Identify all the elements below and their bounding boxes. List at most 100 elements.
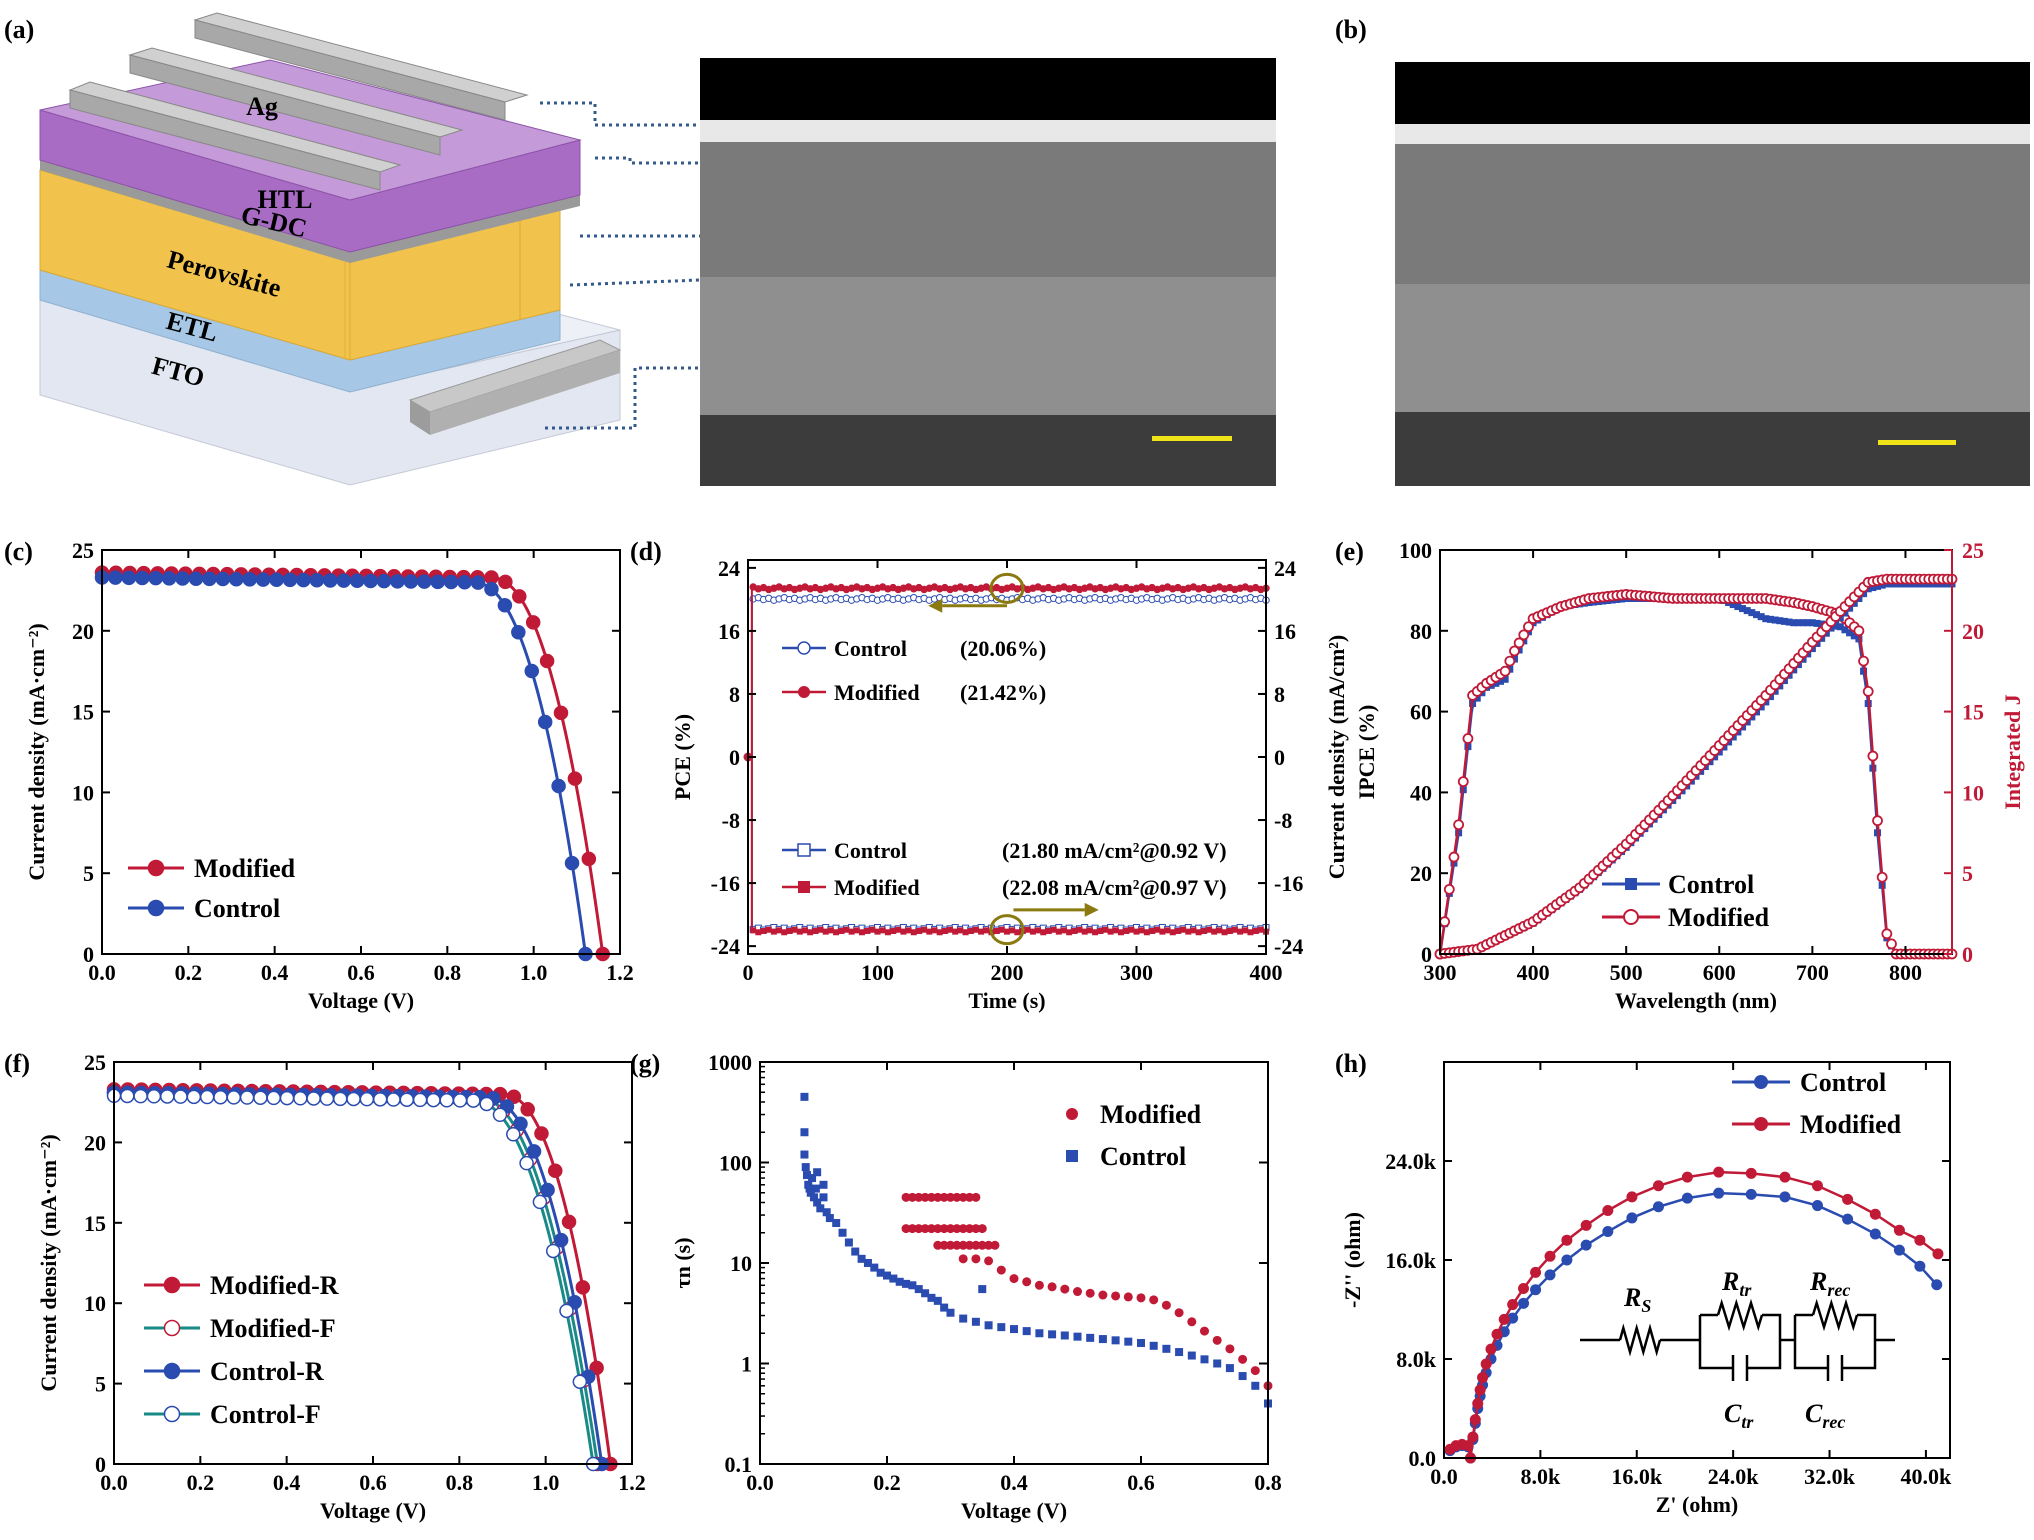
data-point-Modified J <box>921 926 928 933</box>
data-point-Modified J <box>1014 929 1021 936</box>
data-point-Modified J <box>807 929 814 936</box>
legend-label: Modified <box>194 854 296 883</box>
data-point-ipce-control <box>1771 616 1779 624</box>
series-line-Control <box>1449 1191 1938 1459</box>
data-point-ipce-modified <box>1457 776 1469 788</box>
arrow-head-left <box>928 598 943 613</box>
data-point-Modified <box>1060 1284 1070 1294</box>
data-point-ipce-control <box>1739 605 1747 613</box>
y-tick-label: 0 <box>1421 942 1432 967</box>
legend-marker <box>1066 1150 1078 1162</box>
data-point-Modified <box>901 1224 911 1234</box>
data-point-Modified <box>933 1192 943 1202</box>
data-point-Control <box>857 1254 866 1263</box>
data-point-Control <box>296 572 311 588</box>
data-point-ipce-control <box>1808 619 1816 627</box>
data-point-Modified <box>1779 1171 1791 1183</box>
data-point-Control <box>800 1150 809 1159</box>
data-point-Modified J <box>947 926 954 933</box>
data-point-Modified J <box>765 926 772 933</box>
panel-b-label: (b) <box>1335 15 1367 44</box>
data-point-ipce-control <box>1762 615 1770 623</box>
data-point-Modified <box>958 1240 968 1250</box>
data-point-Control <box>838 1228 847 1237</box>
data-point-Control-F <box>545 1243 561 1259</box>
data-point-Modified J <box>1076 926 1083 933</box>
data-point-Modified J <box>1211 928 1218 935</box>
y-tick-label: 16.0k <box>1385 1248 1437 1273</box>
data-point-Control <box>933 1296 942 1305</box>
y-tick-label: -16 <box>711 871 740 896</box>
y2-tick-label: 15 <box>1962 700 1984 725</box>
circuit-letter: C <box>1724 1399 1742 1428</box>
x-tick-label: 0.2 <box>873 1470 901 1495</box>
data-point-Modified J <box>1252 927 1259 934</box>
sem-image-a <box>700 58 1276 486</box>
data-point-Modified <box>939 1192 949 1202</box>
data-point-Control-R <box>513 1116 528 1132</box>
data-point-Control <box>895 1277 904 1286</box>
data-point-Modified J <box>853 927 860 934</box>
data-point-Modified J <box>1050 926 1057 933</box>
x-tick-label: 1.0 <box>520 960 548 985</box>
data-point-Modified <box>933 1240 943 1250</box>
data-point-Modified J <box>952 928 959 935</box>
data-point-Modified <box>1161 1300 1171 1310</box>
data-point-Control <box>844 1238 853 1247</box>
y2-tick-label: 5 <box>1962 861 1973 886</box>
data-point-Modified J <box>874 928 881 935</box>
data-point-Modified <box>1869 1208 1881 1220</box>
data-point-Modified J <box>858 929 865 936</box>
circuit-label-rrec: Rrec <box>1809 1267 1850 1300</box>
data-point-Control <box>883 1271 891 1280</box>
data-point-Modified J <box>967 927 974 934</box>
data-point-Control <box>229 571 244 587</box>
data-point-Modified J <box>770 928 777 935</box>
data-point-jsc-control <box>1869 584 1877 592</box>
data-point-ipce-modified <box>1858 655 1869 667</box>
data-point-Modified <box>1474 1384 1486 1396</box>
data-point-Modified J <box>1024 926 1031 933</box>
data-point-Control <box>816 1204 825 1213</box>
data-point-Modified J <box>1097 927 1104 934</box>
data-point-Control <box>1869 1228 1881 1240</box>
data-point-Modified J <box>750 927 757 934</box>
data-point-Modified J <box>905 927 912 934</box>
data-point-Modified-R <box>520 1101 535 1117</box>
data-point-Control <box>997 1323 1006 1332</box>
data-point-Control-R <box>540 1182 555 1198</box>
data-point-Modified <box>1174 1308 1184 1318</box>
data-point-Modified J <box>972 926 979 933</box>
data-point-Modified <box>901 1192 911 1202</box>
data-point-Modified J <box>776 927 783 934</box>
data-point-Modified J <box>900 928 907 935</box>
data-point-Modified J <box>864 927 871 934</box>
x-tick-label: 300 <box>1424 960 1457 985</box>
data-point-ipce-control <box>1497 677 1505 685</box>
y2-label-main: Integrated J <box>2000 694 2025 809</box>
data-point-Control-F <box>306 1091 321 1106</box>
legend-label: Modified <box>1668 903 1770 932</box>
layer-label-ag: Ag <box>246 92 278 121</box>
panel-c-label: (c) <box>4 537 33 566</box>
data-point-Control <box>805 1184 814 1193</box>
data-point-Control <box>363 573 378 589</box>
y-tick-label: 0 <box>95 1452 106 1477</box>
data-point-Modified <box>1477 1372 1489 1384</box>
data-point-Modified J <box>1190 927 1197 934</box>
data-point-ipce-modified <box>1862 686 1874 697</box>
data-point-Control <box>148 570 163 586</box>
data-point-Control <box>1713 1187 1725 1199</box>
data-point-Modified J <box>895 926 902 933</box>
data-point-Modified J <box>833 929 840 936</box>
data-point-Control <box>1200 1355 1209 1364</box>
circuit-letter: C <box>1805 1399 1823 1428</box>
data-point-ipce-modified <box>1881 928 1893 940</box>
data-point-Modified J <box>1169 929 1176 936</box>
data-point-Modified <box>990 1240 1000 1250</box>
wire <box>1698 1315 1728 1370</box>
data-point-Control <box>336 573 351 588</box>
data-point-Control <box>1561 1254 1573 1266</box>
gdc-layer <box>40 160 580 263</box>
data-point-Modified J <box>1004 928 1010 935</box>
